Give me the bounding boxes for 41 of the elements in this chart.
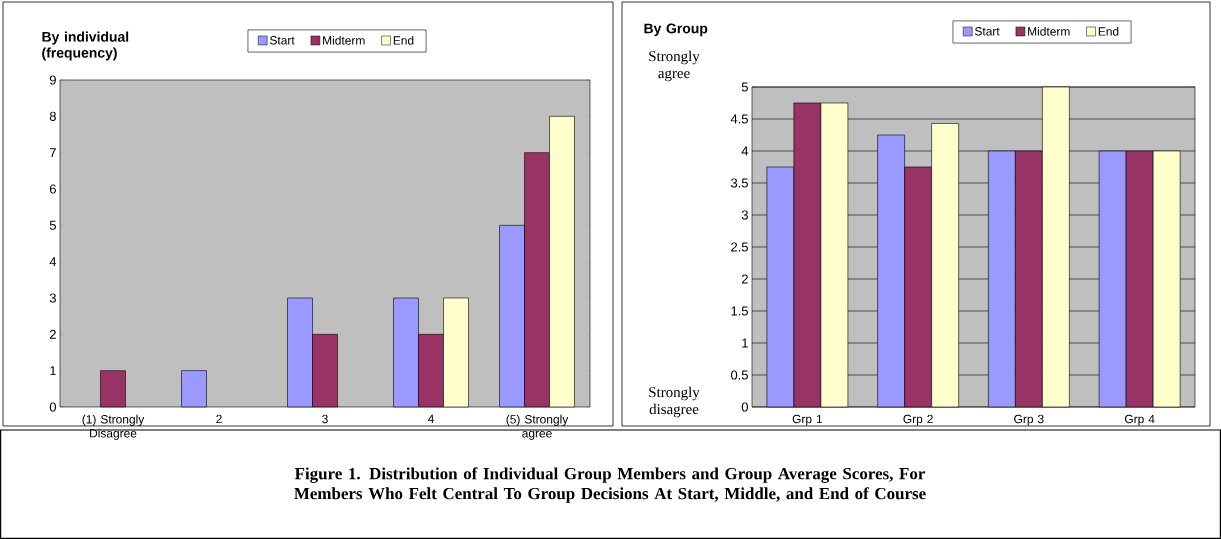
y-tick-label: 8 xyxy=(49,111,56,121)
y-tick-label: 4.5 xyxy=(730,114,748,124)
y-tick-label: 3 xyxy=(741,210,748,220)
caption: Figure 1. Distribution of Individual Group Members and Group Average Scores, For Members Who Felt Central To Group Decisions At Start, Middle, and End of Course xyxy=(294,467,926,503)
y-tick-label: 9 xyxy=(49,75,56,85)
y-tick-label: 2 xyxy=(741,274,748,284)
text: Strongly disagree xyxy=(649,386,700,418)
y-tick-label: 5 xyxy=(49,220,56,230)
x-tick-label: Grp 1 xyxy=(792,414,823,426)
x-tick-label: Grp 4 xyxy=(1124,414,1155,426)
x-tick-label: Grp 2 xyxy=(903,414,933,426)
legend-label: End xyxy=(1098,26,1119,36)
y-tick-label: 4 xyxy=(49,257,57,267)
y-tick-label: 1 xyxy=(50,366,56,376)
legend-label: Start xyxy=(269,36,295,45)
y-tick-label: 2.5 xyxy=(731,242,748,252)
legend-label: Midterm xyxy=(323,35,365,45)
y-tick-label: 1 xyxy=(742,338,748,348)
x-tick-label: 3 xyxy=(322,414,328,424)
x-tick-label: Grp 3 xyxy=(1014,414,1044,426)
legend-label: End xyxy=(393,35,414,45)
x-tick-label: 2 xyxy=(216,414,222,424)
y-tick-label: 3 xyxy=(49,293,56,303)
y-tick-label: 1.5 xyxy=(731,306,748,316)
x-tick-label: (5) Strongly agree xyxy=(506,414,569,440)
y-tick-label: 2 xyxy=(49,329,56,339)
x-tick-label: (1) Strongly Disagree xyxy=(82,414,145,440)
y-tick-label: 6 xyxy=(49,184,56,194)
x-tick-label: 4 xyxy=(427,414,434,423)
y-tick-label: 0 xyxy=(741,402,748,412)
chart-title: By Group xyxy=(644,23,708,37)
y-tick-label: 0.5 xyxy=(730,370,748,380)
chart-title: By individual (frequency) xyxy=(42,31,129,61)
legend-label: Start xyxy=(974,27,1000,36)
y-tick-label: 4 xyxy=(741,146,749,156)
text: Strongly agree xyxy=(649,50,700,82)
y-tick-label: 3.5 xyxy=(730,178,748,188)
y-tick-label: 7 xyxy=(49,148,56,158)
y-tick-label: 5 xyxy=(741,82,748,92)
y-tick-label: 0 xyxy=(49,402,56,412)
legend-label: Midterm xyxy=(1028,26,1070,36)
